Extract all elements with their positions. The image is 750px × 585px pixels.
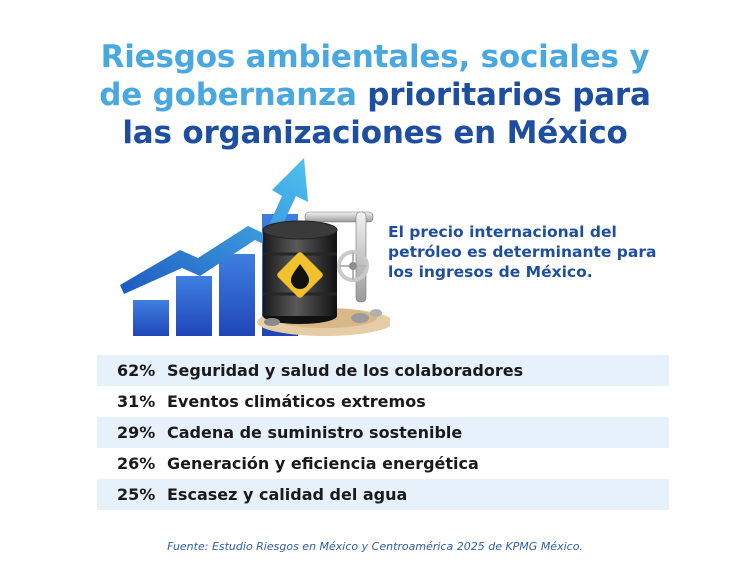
pipeline-valve-icon [304,211,374,303]
stat-row: 26% Generación y eficiencia energética [97,448,669,479]
title-line-2-highlight: de gobernanza [99,77,357,113]
oil-growth-illustration [120,150,393,340]
stat-label: Eventos climáticos extremos [167,392,426,411]
title-line-3: las organizaciones en México [122,115,628,151]
oil-barrel-icon [262,220,338,324]
risk-stats-list: 62% Seguridad y salud de los colaborador… [97,355,669,510]
bar-3 [219,254,255,336]
page-title: Riesgos ambientales, sociales y de gober… [0,38,750,152]
rising-arrow-icon [120,158,308,294]
title-line-1: Riesgos ambientales, sociales y [100,39,650,75]
oil-price-callout: El precio internacional del petróleo es … [388,223,657,281]
title-line-2: de gobernanza prioritarios para [0,76,750,114]
stat-percent: 25% [117,485,156,504]
stat-label: Cadena de suministro sostenible [167,423,463,442]
stat-label: Generación y eficiencia energética [167,454,479,473]
stat-percent: 26% [117,454,156,473]
stat-row: 25% Escasez y calidad del agua [97,479,669,510]
stat-label: Seguridad y salud de los colaboradores [167,361,524,380]
stat-row: 29% Cadena de suministro sostenible [97,417,669,448]
title-line-2-rest: prioritarios para [356,77,651,113]
stat-percent: 29% [117,423,156,442]
stat-percent: 62% [117,361,156,380]
bar-2 [176,276,212,336]
stat-row: 62% Seguridad y salud de los colaborador… [97,355,669,386]
stat-percent: 31% [117,392,156,411]
bar-1 [133,300,169,336]
source-note: Fuente: Estudio Riesgos en México y Cent… [167,540,583,553]
stat-row: 31% Eventos climáticos extremos [97,386,669,417]
rocks [264,309,382,326]
stat-label: Escasez y calidad del agua [167,485,408,504]
oil-drop-icon [277,252,323,298]
